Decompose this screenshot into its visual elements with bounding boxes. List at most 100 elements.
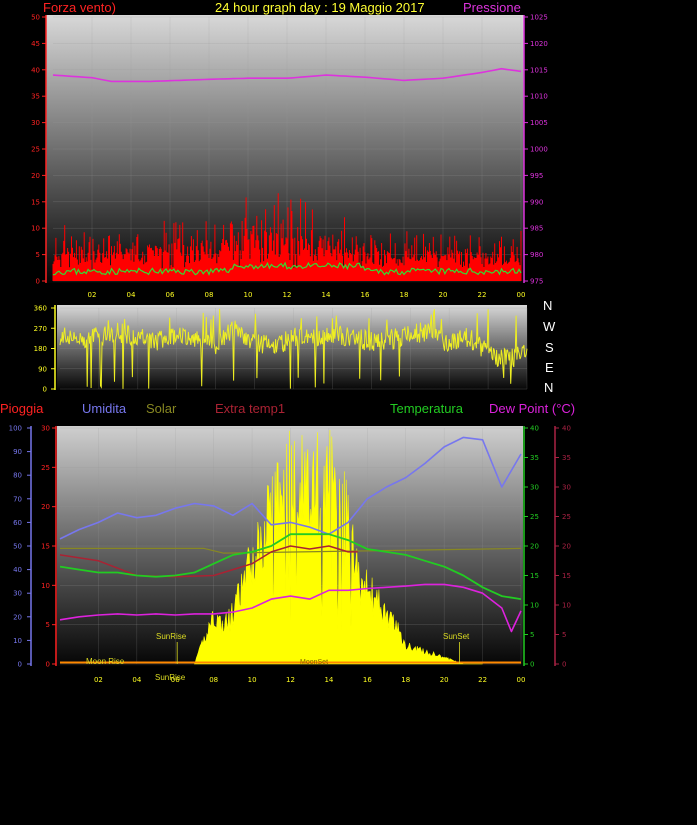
weather-x-tick-label: 02	[94, 676, 103, 684]
pressure-tick-label: 980	[530, 251, 543, 259]
pressure-tick-label: 1000	[530, 146, 548, 154]
compass-label-west: W	[543, 319, 556, 334]
wind-tick-label: 50	[31, 14, 40, 22]
temperature-tick-label: 10	[530, 602, 539, 610]
dewpoint-tick-label: 15	[562, 572, 571, 580]
weather-x-tick-label: 06	[171, 676, 180, 684]
solar-radiation-series	[194, 429, 483, 665]
pressure-series	[52, 67, 522, 83]
wind-tick-label: 0	[36, 278, 40, 286]
wind-x-tick-label: 14	[322, 291, 331, 299]
annotation-moonrise: Moon Rise	[86, 657, 125, 666]
dewpoint-tick-label: 0	[562, 661, 566, 669]
humidity-tick-label: 20	[13, 613, 22, 621]
temperature-tick-label: 25	[530, 513, 539, 521]
page-title: 24 hour graph day : 19 Maggio 2017	[215, 0, 425, 15]
compass-label-north-top: N	[543, 298, 553, 313]
dewpoint-tick-label: 5	[562, 631, 566, 639]
rain-tick-label: 5	[46, 621, 50, 629]
pressure-tick-label: 985	[530, 225, 543, 233]
humidity-tick-label: 40	[13, 566, 22, 574]
wind-average-series	[52, 261, 522, 277]
humidity-tick-label: 100	[9, 425, 22, 433]
wind-x-tick-label: 04	[127, 291, 136, 299]
pressure-tick-label: 1020	[530, 40, 548, 48]
weather-x-tick-label: 04	[132, 676, 141, 684]
legend-solar: Solar	[146, 401, 177, 416]
rain-tick-label: 15	[41, 543, 50, 551]
wind-tick-label: 10	[31, 225, 40, 233]
humidity-tick-label: 50	[13, 543, 22, 551]
humidity-tick-label: 0	[18, 661, 22, 669]
pressure-tick-label: 1010	[530, 93, 548, 101]
temperature-tick-label: 5	[530, 631, 534, 639]
direction-tick-label: 270	[34, 325, 47, 333]
weather-x-tick-label: 16	[363, 676, 372, 684]
weather-x-tick-label: 20	[440, 676, 449, 684]
legend-temperatura: Temperatura	[390, 401, 463, 416]
weather-x-tick-label: 10	[248, 676, 257, 684]
weather-x-tick-label: 22	[478, 676, 487, 684]
weather-x-tick-label: 08	[209, 676, 218, 684]
wind-direction-series	[59, 308, 528, 389]
weather-x-tick-label: 18	[401, 676, 410, 684]
direction-tick-label: 90	[38, 365, 47, 373]
annotation-sunrise-axis: SunRise	[155, 673, 186, 682]
wind-x-tick-label: 18	[400, 291, 409, 299]
direction-tick-label: 360	[34, 305, 47, 313]
temperature-tick-label: 15	[530, 572, 539, 580]
humidity-tick-label: 10	[13, 637, 22, 645]
dewpoint-tick-label: 40	[562, 425, 571, 433]
dewpoint-tick-label: 20	[562, 543, 571, 551]
wind-axis-title: Forza vento)	[43, 0, 116, 15]
annotation-sunrise: SunRise	[156, 632, 187, 641]
annotation-sunset: SunSet	[443, 632, 470, 641]
humidity-tick-label: 70	[13, 495, 22, 503]
rain-tick-label: 0	[46, 661, 50, 669]
compass-label-north-bottom: N	[544, 380, 554, 395]
compass-label-east: E	[545, 360, 554, 375]
wind-x-tick-label: 02	[88, 291, 97, 299]
weather-x-tick-label: 12	[286, 676, 295, 684]
wind-tick-label: 35	[31, 93, 40, 101]
humidity-tick-label: 80	[13, 472, 22, 480]
dewpoint-tick-label: 25	[562, 513, 571, 521]
rain-tick-label: 20	[41, 503, 50, 511]
legend-pioggia: Pioggia	[0, 401, 44, 416]
dewpoint-tick-label: 35	[562, 454, 571, 462]
wind-tick-label: 30	[31, 119, 40, 127]
humidity-tick-label: 90	[13, 448, 22, 456]
humidity-series	[59, 436, 522, 540]
legend-dew-point: Dew Point (°C)	[489, 401, 576, 416]
rain-tick-label: 30	[41, 425, 50, 433]
pressure-tick-label: 1025	[530, 14, 548, 22]
wind-x-tick-label: 20	[439, 291, 448, 299]
rain-tick-label: 10	[41, 582, 50, 590]
wind-x-tick-label: 06	[166, 291, 175, 299]
wind-tick-label: 25	[31, 146, 40, 154]
wind-x-tick-label: 22	[478, 291, 487, 299]
wind-x-tick-label: 16	[361, 291, 370, 299]
legend-extra-temp1: Extra temp1	[215, 401, 286, 416]
humidity-tick-label: 60	[13, 519, 22, 527]
dewpoint-series	[59, 583, 522, 633]
wind-tick-label: 40	[31, 66, 40, 74]
temperature-tick-label: 40	[530, 425, 539, 433]
wind-tick-label: 5	[36, 251, 40, 259]
wind-tick-label: 45	[31, 40, 40, 48]
legend-umidita: Umidita	[82, 401, 127, 416]
temperature-series	[59, 533, 522, 600]
direction-tick-label: 180	[34, 345, 47, 353]
solar-reference-series	[60, 547, 522, 554]
pressure-axis-title: Pressione	[463, 0, 521, 15]
compass-label-south: S	[545, 340, 554, 355]
annotation-moonset: MoonSet	[300, 659, 329, 666]
wind-x-tick-label: 12	[283, 291, 292, 299]
temperature-tick-label: 0	[530, 661, 534, 669]
dewpoint-tick-label: 10	[562, 602, 571, 610]
wind-x-tick-label: 08	[205, 291, 214, 299]
pressure-tick-label: 1005	[530, 119, 548, 127]
dewpoint-tick-label: 30	[562, 484, 571, 492]
humidity-tick-label: 30	[13, 590, 22, 598]
